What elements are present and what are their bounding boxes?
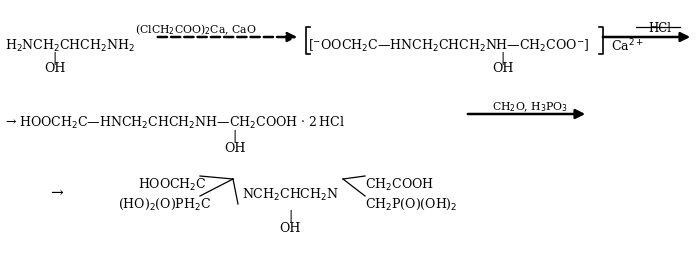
Text: →: → bbox=[50, 186, 63, 200]
Text: |: | bbox=[288, 209, 292, 222]
Text: OH: OH bbox=[224, 141, 246, 154]
Text: (ClCH$_2$COO)$_2$Ca, CaO: (ClCH$_2$COO)$_2$Ca, CaO bbox=[135, 22, 257, 37]
Text: CH$_2$O, H$_3$PO$_3$: CH$_2$O, H$_3$PO$_3$ bbox=[492, 100, 568, 113]
Text: |: | bbox=[53, 52, 57, 65]
Text: |: | bbox=[233, 130, 237, 142]
Text: OH: OH bbox=[492, 62, 514, 75]
Text: CH$_2$P(O)(OH)$_2$: CH$_2$P(O)(OH)$_2$ bbox=[365, 196, 458, 211]
Text: CH$_2$COOH: CH$_2$COOH bbox=[365, 176, 434, 192]
Text: OH: OH bbox=[279, 221, 301, 234]
Text: HCl: HCl bbox=[648, 22, 671, 35]
Text: HOOCH$_2$C: HOOCH$_2$C bbox=[138, 176, 207, 192]
Text: (HO)$_2$(O)PH$_2$C: (HO)$_2$(O)PH$_2$C bbox=[118, 196, 211, 211]
Text: [$^{-}$OOCH$_2$C—HNCH$_2$CHCH$_2$NH—CH$_2$COO$^{-}$]: [$^{-}$OOCH$_2$C—HNCH$_2$CHCH$_2$NH—CH$_… bbox=[308, 38, 590, 54]
Text: |: | bbox=[501, 52, 505, 65]
Text: H$_2$NCH$_2$CHCH$_2$NH$_2$: H$_2$NCH$_2$CHCH$_2$NH$_2$ bbox=[5, 38, 135, 54]
Text: Ca$^{2+}$: Ca$^{2+}$ bbox=[611, 38, 644, 54]
Text: OH: OH bbox=[44, 62, 66, 75]
Text: → HOOCH$_2$C—HNCH$_2$CHCH$_2$NH—CH$_2$COOH · 2 HCl: → HOOCH$_2$C—HNCH$_2$CHCH$_2$NH—CH$_2$CO… bbox=[5, 115, 345, 131]
Text: NCH$_2$CHCH$_2$N: NCH$_2$CHCH$_2$N bbox=[242, 186, 339, 202]
